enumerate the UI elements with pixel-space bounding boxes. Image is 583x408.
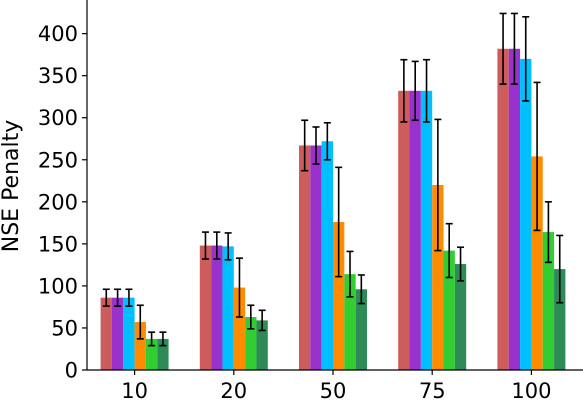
error-bar-series-3-75 bbox=[423, 58, 431, 123]
error-bar-series-6-75 bbox=[457, 246, 465, 282]
error-bar-series-6-10 bbox=[159, 331, 167, 347]
bar-series-6-50 bbox=[355, 289, 367, 370]
bar-series-5-100 bbox=[542, 232, 555, 370]
bar-series-2-20 bbox=[211, 245, 223, 370]
x-tick-label: 75 bbox=[419, 379, 446, 403]
bar-series-6-75 bbox=[454, 264, 467, 370]
y-tick-label: 200 bbox=[38, 190, 78, 214]
bar-series-5-10 bbox=[145, 338, 158, 370]
error-bar-series-4-10 bbox=[136, 304, 144, 340]
error-bar-series-3-100 bbox=[522, 16, 530, 102]
y-axis-label: NSE Penalty bbox=[0, 120, 24, 253]
bar-series-1-50 bbox=[299, 145, 311, 370]
error-bar-series-6-20 bbox=[258, 309, 266, 332]
bar-series-3-50 bbox=[321, 141, 333, 370]
error-bar-series-2-10 bbox=[114, 288, 122, 307]
y-tick-label: 150 bbox=[38, 232, 78, 256]
x-tick-label: 50 bbox=[320, 379, 347, 403]
error-bar-series-2-100 bbox=[510, 12, 518, 85]
bar-series-5-75 bbox=[443, 250, 455, 370]
bar-series-4-20 bbox=[233, 287, 246, 370]
error-bar-series-1-50 bbox=[301, 119, 309, 172]
bar-series-1-75 bbox=[398, 90, 410, 370]
bar-series-4-10 bbox=[134, 322, 146, 370]
bar-series-1-100 bbox=[497, 48, 509, 371]
x-tick-label: 100 bbox=[511, 379, 551, 403]
error-bar-series-4-50 bbox=[335, 166, 343, 278]
y-tick-label: 350 bbox=[38, 64, 78, 88]
x-tick-label: 10 bbox=[121, 379, 148, 403]
bar-series-1-20 bbox=[199, 245, 212, 370]
error-bar-series-5-75 bbox=[445, 222, 453, 279]
error-bar-series-5-10 bbox=[148, 331, 156, 347]
bar-series-4-100 bbox=[531, 156, 543, 370]
bar-series-2-10 bbox=[111, 297, 124, 370]
bar-series-2-50 bbox=[310, 145, 322, 370]
bar-series-3-75 bbox=[420, 90, 433, 370]
y-tick-label: 400 bbox=[38, 22, 78, 46]
error-bar-series-4-20 bbox=[235, 257, 243, 318]
error-bar-series-1-100 bbox=[499, 12, 507, 85]
error-bar-series-4-75 bbox=[434, 118, 442, 252]
bar-series-6-100 bbox=[554, 269, 566, 370]
y-tick-label: 300 bbox=[38, 106, 78, 130]
error-bar-series-5-50 bbox=[346, 250, 354, 298]
error-bar-series-1-20 bbox=[201, 231, 209, 260]
error-bar-series-6-50 bbox=[357, 274, 365, 305]
x-tick-label: 20 bbox=[220, 379, 247, 403]
error-bar-series-3-10 bbox=[125, 288, 133, 307]
error-bar-series-1-75 bbox=[400, 58, 408, 123]
error-bar-series-3-50 bbox=[323, 121, 331, 161]
y-tick-label: 50 bbox=[51, 316, 78, 340]
bar-series-2-75 bbox=[409, 90, 421, 370]
axes-layer: 0 50 100 150 200 250 300 350 400 10 20 50 75 100 bbox=[38, 0, 583, 403]
bar-series-4-50 bbox=[333, 222, 345, 370]
bar-series-1-10 bbox=[100, 297, 112, 370]
bars-layer bbox=[100, 48, 566, 371]
bar-series-6-10 bbox=[157, 338, 169, 370]
y-tick-label: 0 bbox=[65, 359, 78, 383]
error-bar-series-2-75 bbox=[411, 60, 419, 122]
bar-series-3-20 bbox=[222, 246, 234, 370]
bar-series-6-20 bbox=[256, 320, 268, 370]
error-bar-series-2-20 bbox=[213, 231, 221, 260]
error-bar-series-3-20 bbox=[224, 232, 232, 261]
bar-series-5-20 bbox=[245, 317, 257, 370]
error-bars-layer bbox=[102, 12, 564, 347]
bar-series-3-100 bbox=[520, 58, 532, 371]
error-bar-series-5-100 bbox=[544, 201, 552, 264]
error-bar-series-1-10 bbox=[102, 288, 110, 307]
y-tick-label: 100 bbox=[38, 274, 78, 298]
error-bar-series-6-100 bbox=[556, 234, 564, 304]
y-tick-label: 250 bbox=[38, 148, 78, 172]
bar-series-2-100 bbox=[508, 48, 521, 371]
error-bar-series-4-100 bbox=[533, 81, 541, 232]
bar-series-4-75 bbox=[432, 185, 444, 370]
bar-series-3-10 bbox=[123, 297, 135, 370]
bar-series-5-50 bbox=[344, 274, 356, 370]
error-bar-series-2-50 bbox=[312, 126, 320, 165]
error-bar-series-5-20 bbox=[247, 304, 255, 330]
